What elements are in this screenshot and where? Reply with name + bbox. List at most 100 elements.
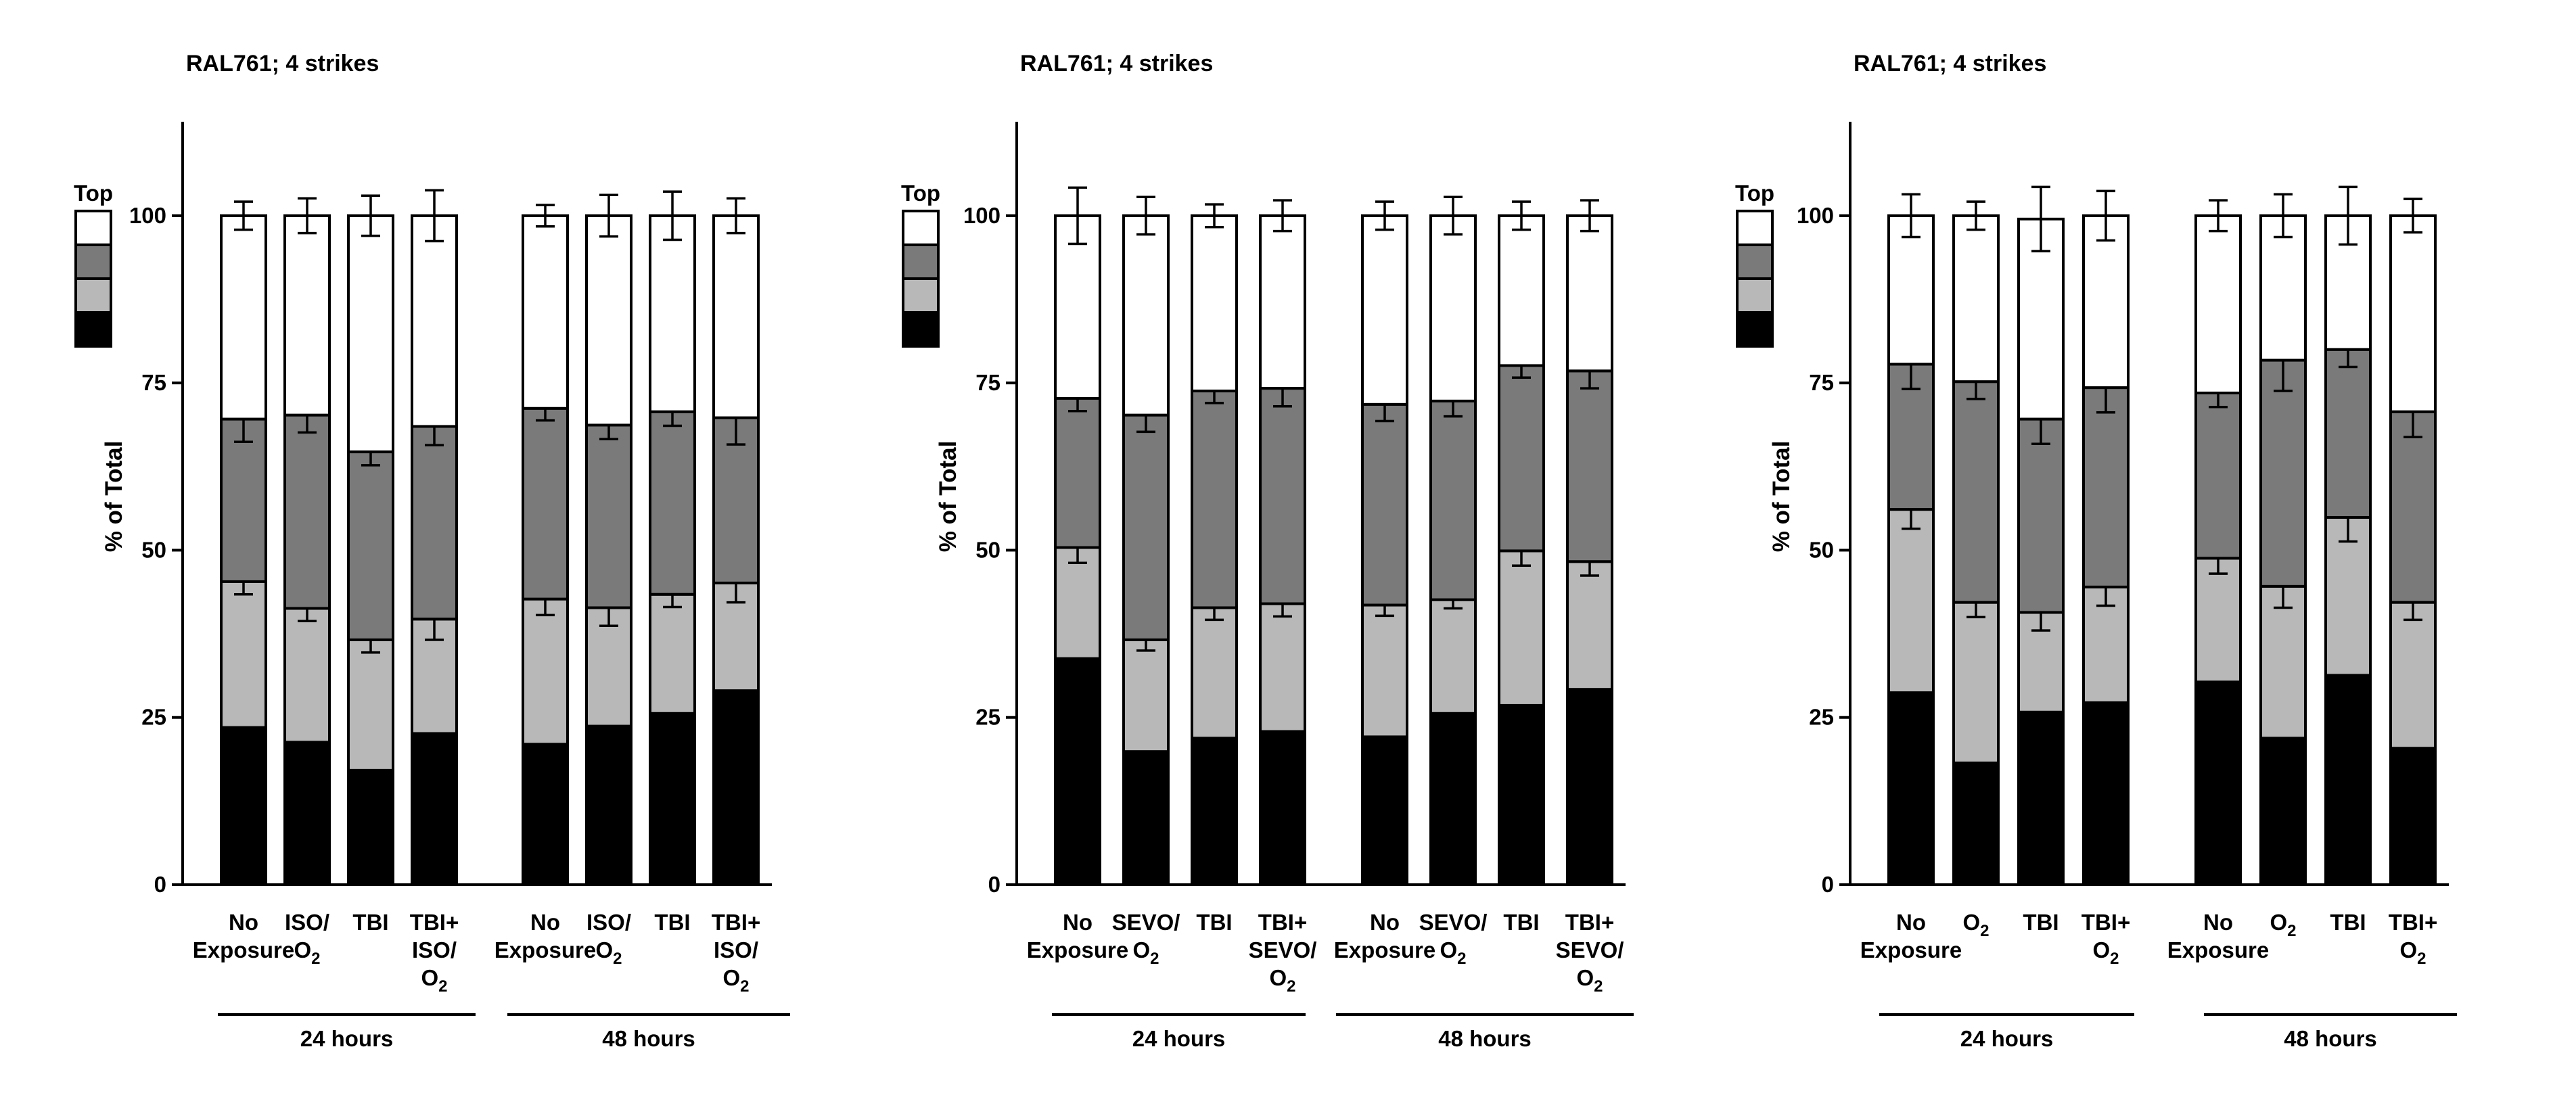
bar-segment-4 xyxy=(1122,214,1170,417)
x-tick-label: No xyxy=(1896,910,1926,935)
x-tick-label: O2 xyxy=(1576,965,1603,996)
bar-segment-1 xyxy=(1122,750,1170,886)
bar-segment-3 xyxy=(2017,417,2065,614)
bar-segment-2 xyxy=(1429,598,1477,715)
y-tick-label: 75 xyxy=(1809,370,1834,395)
legend-title: Top xyxy=(901,181,940,206)
bar-segment-3 xyxy=(1952,380,2000,604)
x-tick-label: O2 xyxy=(722,965,749,996)
bar-segment-1 xyxy=(1498,703,1545,886)
legend-title: Top xyxy=(74,181,113,206)
bar-segment-2 xyxy=(220,580,267,729)
bar-segment-1 xyxy=(1566,688,1613,886)
x-tick-label: TBI xyxy=(1503,910,1539,935)
bar-segment-4 xyxy=(1361,214,1408,406)
bar-segment-2 xyxy=(1191,606,1238,740)
bar-segment-2 xyxy=(522,597,569,746)
legend: Top xyxy=(74,181,113,348)
y-axis-label: % of Total xyxy=(935,441,961,553)
bar-segment-4 xyxy=(649,214,696,413)
group-label: 24 hours xyxy=(1960,1026,2054,1051)
x-tick-label: TBI+ xyxy=(1258,910,1307,935)
group-label: 24 hours xyxy=(1132,1026,1226,1051)
bar-segment-2 xyxy=(649,592,696,715)
bar-segment-1 xyxy=(1952,761,2000,887)
x-tick-label: No xyxy=(1370,910,1400,935)
x-tick-label: TBI xyxy=(352,910,388,935)
y-tick-label: 0 xyxy=(154,872,166,897)
bar-segment-4 xyxy=(1429,214,1477,402)
legend-swatch-4 xyxy=(1736,311,1774,348)
bar-segment-1 xyxy=(712,689,760,886)
legend-swatch-4 xyxy=(902,311,940,348)
legend-swatch-2 xyxy=(1736,243,1774,280)
x-tick-label: O2 xyxy=(2270,910,2296,940)
bar-segment-1 xyxy=(649,712,696,886)
bar-segment-2 xyxy=(347,638,394,772)
bar-segment-4 xyxy=(2389,214,2437,413)
x-tick-label: TBI xyxy=(2023,910,2058,935)
legend-swatch-3 xyxy=(74,277,112,314)
bar-segment-4 xyxy=(1498,214,1545,367)
bar-segment-4 xyxy=(1259,214,1306,390)
x-tick-label: SEVO/ xyxy=(1556,937,1624,962)
bar-segment-2 xyxy=(1361,603,1408,739)
chart-title: RAL761; 4 strikes xyxy=(1020,51,1213,76)
bar-segment-3 xyxy=(522,406,569,601)
bar-segment-4 xyxy=(1887,214,1935,366)
x-tick-label: TBI+ xyxy=(410,910,459,935)
x-tick-label: SEVO/ xyxy=(1419,910,1488,935)
bar-segment-3 xyxy=(2082,386,2130,588)
y-tick-label: 25 xyxy=(1809,705,1834,730)
bar-segment-4 xyxy=(411,214,458,428)
chart-panel-2: RAL761; 4 strikes 0 25 50 75 100 % of Total Top… xyxy=(901,51,1634,1051)
bar-segment-1 xyxy=(1191,737,1238,886)
bar-segment-1 xyxy=(1361,735,1408,886)
bar-segment-3 xyxy=(220,417,267,583)
legend-swatch-1 xyxy=(902,210,940,246)
x-tick-label: O2 xyxy=(1962,910,1989,940)
x-tick-label: ISO/ xyxy=(412,937,457,962)
bar-segment-3 xyxy=(411,425,458,621)
bar-segment-4 xyxy=(220,214,267,421)
x-tick-label: O2 xyxy=(421,965,447,996)
y-tick-label: 50 xyxy=(975,537,1001,562)
bar-segment-1 xyxy=(347,768,394,887)
bar-segment-2 xyxy=(2389,601,2437,750)
x-tick-label: Exposure xyxy=(1334,937,1435,962)
y-tick-label: 0 xyxy=(1822,872,1834,897)
legend-swatch-1 xyxy=(74,210,112,246)
bar-segment-2 xyxy=(1566,560,1613,691)
bar-segment-3 xyxy=(1429,399,1477,601)
bar-segment-2 xyxy=(1952,601,2000,764)
bar-segment-4 xyxy=(1191,214,1238,393)
bar-segment-1 xyxy=(2082,701,2130,886)
x-tick-label: Exposure xyxy=(193,937,294,962)
bar-segment-3 xyxy=(2259,358,2307,588)
group-label: 48 hours xyxy=(602,1026,695,1051)
group-label: 48 hours xyxy=(1438,1026,1532,1051)
chart-title: RAL761; 4 strikes xyxy=(1854,51,2046,76)
x-tick-label: O2 xyxy=(1132,937,1159,968)
chart-panel-1: RAL761; 4 strikes 0 25 50 75 100 % of Total Top… xyxy=(74,51,790,1051)
bar-segment-2 xyxy=(2194,557,2242,684)
bar-segment-1 xyxy=(585,724,632,886)
bar-segment-2 xyxy=(283,607,331,744)
legend-swatch-3 xyxy=(1736,277,1774,314)
bar-segment-1 xyxy=(2259,737,2307,886)
chart-panel-3: RAL761; 4 strikes 0 25 50 75 100 % of Total Top… xyxy=(1735,51,2457,1051)
x-tick-label: O2 xyxy=(2399,937,2426,968)
group-label: 48 hours xyxy=(2284,1026,2377,1051)
bar-segment-3 xyxy=(1498,364,1545,553)
x-tick-label: Exposure xyxy=(495,937,596,962)
bar-segment-4 xyxy=(347,214,394,454)
bar-segment-4 xyxy=(585,214,632,427)
bar-segment-4 xyxy=(2259,214,2307,362)
bar-segment-4 xyxy=(522,214,569,410)
x-tick-label: No xyxy=(229,910,258,935)
bar-segment-1 xyxy=(1259,730,1306,886)
bar-segment-1 xyxy=(522,743,569,886)
bar-segment-3 xyxy=(1122,413,1170,641)
legend-swatch-4 xyxy=(74,311,112,348)
bar-segment-3 xyxy=(2324,348,2372,519)
